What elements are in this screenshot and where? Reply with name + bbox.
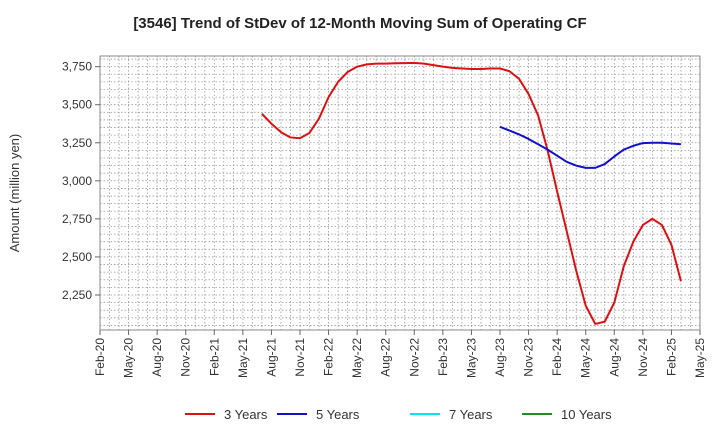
x-tick-label: May-25 [693,338,707,378]
x-axis: Feb-20 May-20 Aug-20 Nov-20 Feb-21 May-21 Aug-… [93,330,707,378]
series-line-3-years [261,61,682,325]
legend-label: 7 Years [449,407,493,422]
legend-label: 3 Years [224,407,268,422]
x-tick-label: Feb-22 [322,338,336,376]
x-tick-label: May-24 [579,338,593,378]
legend-item-7-years: 7 Years [410,407,493,422]
legend-label: 5 Years [316,407,360,422]
legend-item-3-years: 3 Years [185,407,268,422]
legend-item-10-years: 10 Years [522,407,612,422]
y-tick-label: 3,750 [62,60,92,74]
y-tick-label: 3,250 [62,136,92,150]
x-tick-label: Nov-24 [636,338,650,377]
x-tick-label: May-20 [122,338,136,378]
x-tick-label: Nov-23 [522,338,536,377]
x-tick-label: Feb-23 [436,338,450,376]
x-tick-label: Nov-21 [293,338,307,377]
x-tick-label: Aug-24 [607,338,621,377]
y-tick-label: 2,250 [62,288,92,302]
series-lines [261,61,682,325]
y-tick-label: 2,750 [62,212,92,226]
x-tick-label: Feb-21 [207,338,221,376]
x-tick-label: May-21 [236,338,250,378]
x-tick-label: Aug-22 [379,338,393,377]
grid [100,56,700,330]
legend-label: 10 Years [561,407,612,422]
legend-item-5-years: 5 Years [277,407,360,422]
x-tick-label: Aug-21 [264,338,278,377]
y-tick-label: 3,500 [62,98,92,112]
x-tick-label: May-23 [464,338,478,378]
plot-frame [99,55,701,331]
y-axis: 2,250 2,500 2,750 3,000 3,250 3,500 3,750 [62,60,100,302]
x-tick-label: May-22 [350,338,364,378]
series-line-5-years [499,125,682,169]
x-tick-label: Aug-23 [493,338,507,377]
y-axis-label: Amount (million yen) [7,134,22,253]
legend: 3 Years 5 Years 7 Years 10 Years [185,407,612,422]
chart-title: [3546] Trend of StDev of 12-Month Moving… [133,15,586,32]
x-tick-label: Aug-20 [150,338,164,377]
x-tick-label: Feb-25 [664,338,678,376]
y-tick-label: 3,000 [62,174,92,188]
x-tick-label: Nov-20 [179,338,193,377]
y-tick-label: 2,500 [62,250,92,264]
x-tick-label: Feb-20 [93,338,107,376]
x-tick-label: Nov-22 [407,338,421,377]
x-tick-label: Feb-24 [550,338,564,376]
